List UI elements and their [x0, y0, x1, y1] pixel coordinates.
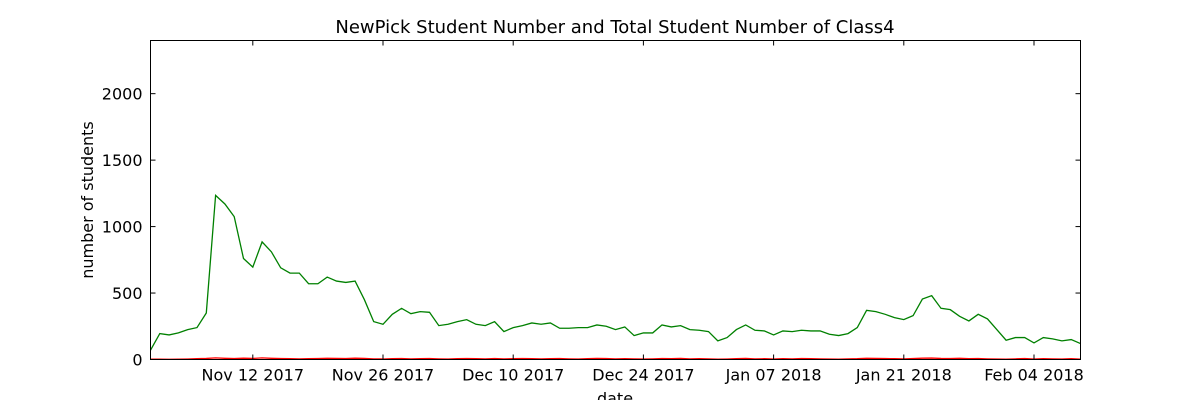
series-line-1 — [150, 357, 1081, 360]
x-tick-label-1: Nov 26 2017 — [332, 366, 434, 385]
y-axis-label: number of students — [78, 121, 97, 279]
x-tick-label-0: Nov 12 2017 — [202, 366, 304, 385]
x-tick-label-4: Jan 07 2018 — [725, 366, 822, 385]
ticks-layer: 0 500 1000 1500 2000 Nov 12 2017 Nov 26 2017 De… — [102, 40, 1084, 385]
y-tick-label-1000: 1000 — [102, 218, 143, 237]
x-tick-label-3: Dec 24 2017 — [592, 366, 694, 385]
y-tick-label-2000: 2000 — [102, 85, 143, 104]
plot-area-frame — [150, 40, 1081, 360]
y-tick-label-1500: 1500 — [102, 151, 143, 170]
x-tick-label-5: Jan 21 2018 — [855, 366, 952, 385]
y-tick-label-500: 500 — [112, 284, 143, 303]
y-tick-label-0: 0 — [132, 351, 142, 370]
x-axis-label: date — [597, 389, 633, 400]
series-line-0 — [149, 193, 1081, 351]
chart-title: NewPick Student Number and Total Student… — [335, 17, 894, 38]
series-layer — [149, 193, 1081, 360]
x-tick-label-2: Dec 10 2017 — [462, 366, 564, 385]
x-tick-label-6: Feb 04 2018 — [984, 366, 1084, 385]
